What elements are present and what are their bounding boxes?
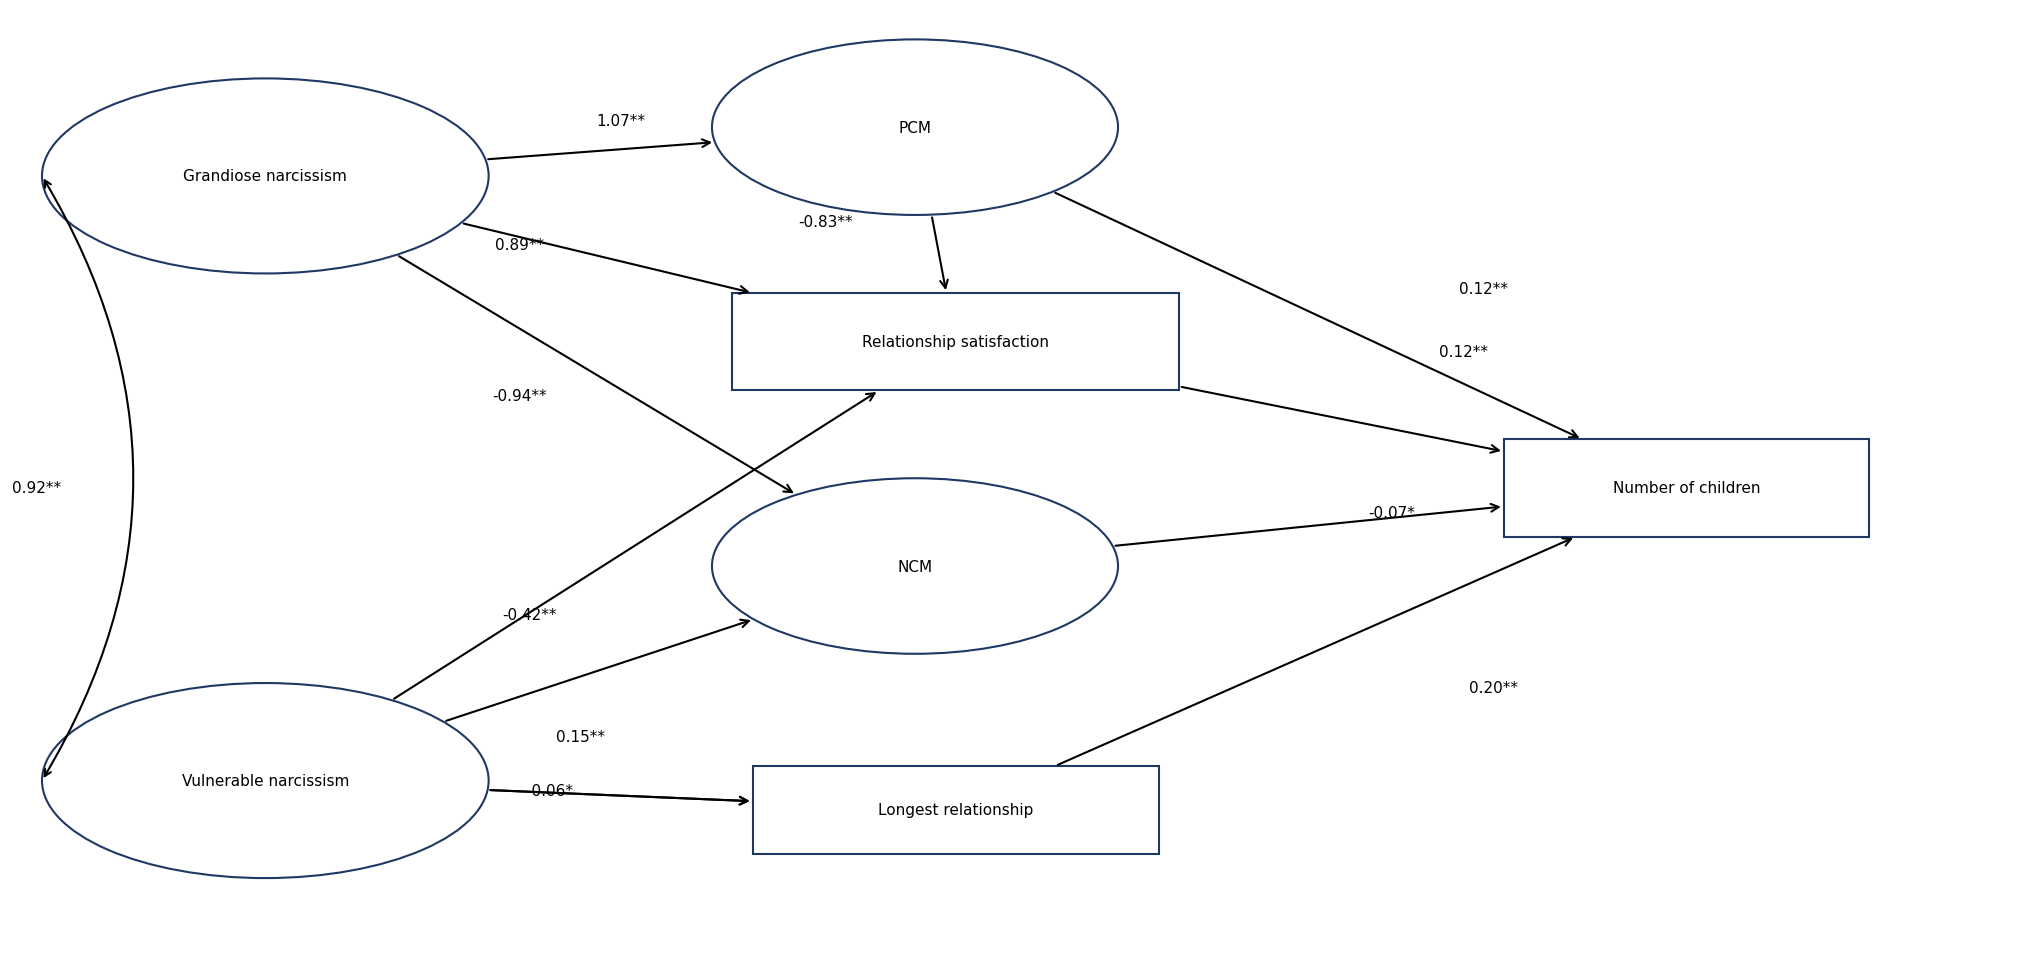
FancyArrowPatch shape [490,790,748,805]
Text: Longest relationship: Longest relationship [878,802,1032,818]
Ellipse shape [711,40,1118,216]
Text: 0.92**: 0.92** [12,481,61,496]
Text: Grandiose narcissism: Grandiose narcissism [183,169,347,185]
FancyArrowPatch shape [490,790,748,805]
FancyArrowPatch shape [445,620,748,721]
Text: 0.89**: 0.89** [494,237,543,252]
Ellipse shape [43,79,488,275]
Text: Vulnerable narcissism: Vulnerable narcissism [181,773,350,788]
FancyArrowPatch shape [394,394,874,699]
Text: 0.12**: 0.12** [1459,281,1508,296]
Text: PCM: PCM [898,120,931,136]
Text: 1.07**: 1.07** [595,113,644,129]
Text: 0.12**: 0.12** [1439,345,1487,360]
Ellipse shape [711,479,1118,655]
FancyArrowPatch shape [1116,504,1498,546]
FancyArrowPatch shape [45,181,134,777]
Ellipse shape [43,683,488,878]
FancyArrowPatch shape [1055,193,1577,438]
FancyArrowPatch shape [488,140,709,160]
FancyBboxPatch shape [732,294,1179,391]
FancyBboxPatch shape [1504,440,1867,537]
Text: -0.06*: -0.06* [526,783,573,798]
Text: -0.83**: -0.83** [799,215,853,230]
Text: NCM: NCM [896,559,933,573]
Text: -0.42**: -0.42** [502,608,557,622]
FancyArrowPatch shape [398,257,792,492]
FancyArrowPatch shape [1181,388,1498,453]
Text: -0.07*: -0.07* [1368,505,1414,521]
FancyArrowPatch shape [463,225,748,294]
Text: Relationship satisfaction: Relationship satisfaction [862,335,1049,350]
Text: 0.15**: 0.15** [555,730,604,744]
FancyBboxPatch shape [752,766,1158,854]
FancyArrowPatch shape [931,218,947,288]
Text: -0.94**: -0.94** [492,389,547,404]
Text: Number of children: Number of children [1611,481,1760,496]
Text: 0.20**: 0.20** [1469,681,1518,696]
FancyArrowPatch shape [1057,539,1571,765]
